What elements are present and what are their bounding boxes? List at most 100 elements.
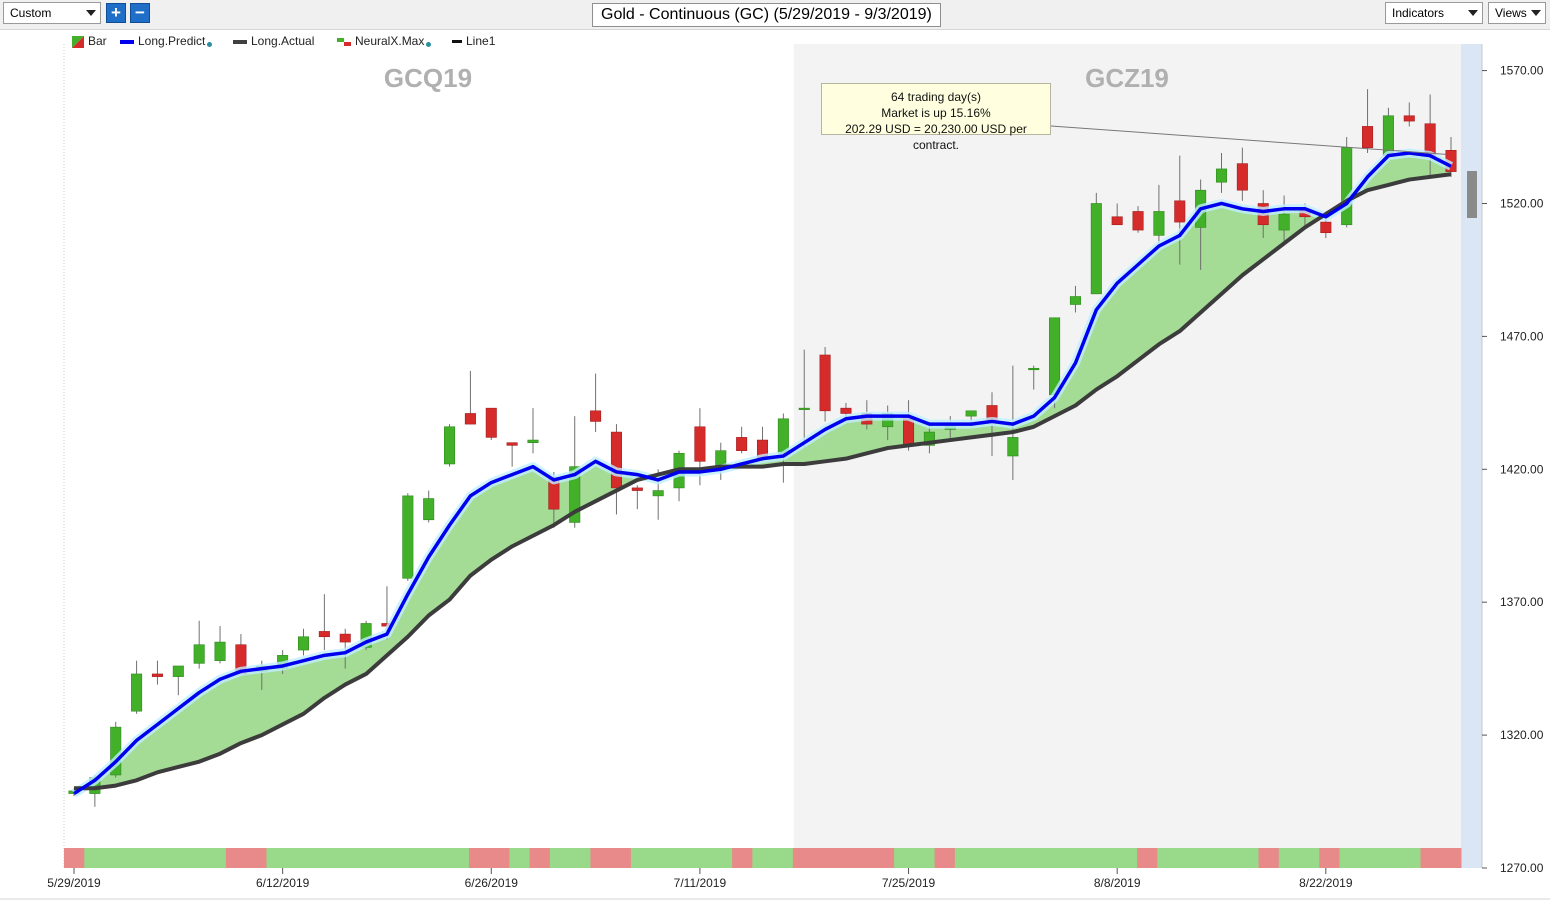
signal-strip-cell (367, 848, 389, 868)
annotation-change: Market is up 15.16% (881, 106, 991, 120)
status-dot-icon (426, 42, 432, 47)
signal-strip-cell (995, 848, 1017, 868)
signal-strip-cell (347, 848, 369, 868)
candle (444, 426, 456, 465)
signal-strip-cell (732, 848, 753, 868)
signal-strip-cell (205, 848, 227, 868)
candle (777, 418, 789, 454)
signal-strip-cell (1076, 848, 1098, 868)
candle (923, 431, 935, 446)
signal-strip-cell (1238, 848, 1260, 868)
candle (1320, 221, 1332, 234)
candle (297, 636, 310, 651)
x-axis: 5/29/2019 6/12/2019 6/26/2019 7/11/2019 7/25… (47, 868, 1353, 890)
signal-strip-cell (408, 848, 429, 868)
legend-item-long-predict[interactable]: Long.Predict (120, 33, 213, 49)
signal-strip-cell (1015, 848, 1037, 868)
signal-strip-cell (1137, 848, 1158, 868)
legend-item-neuralx-max[interactable]: NeuralX.Max (337, 33, 432, 49)
signal-strip-cell (671, 848, 693, 868)
neuralx-icon (337, 37, 351, 46)
signal-strip-cell (468, 848, 490, 868)
signal-strip-cell (914, 848, 936, 868)
status-dot-icon (207, 42, 213, 47)
legend-item-line1[interactable]: Line1 (452, 33, 495, 49)
signal-strip-cell (813, 848, 834, 868)
candle (485, 407, 497, 438)
zoom-out-button[interactable]: − (130, 3, 150, 23)
chevron-down-icon (86, 10, 96, 16)
y-tick-label: 1320.00 (1500, 728, 1544, 742)
candle (214, 641, 226, 661)
signal-strip-cell (489, 848, 510, 868)
annotation-connector (1050, 125, 1447, 155)
signal-strip-cell (1319, 848, 1341, 868)
candle (172, 665, 184, 677)
legend-item-long-actual[interactable]: Long.Actual (233, 33, 314, 49)
signal-strip-cell (246, 848, 267, 868)
signal-strip (64, 848, 1462, 868)
signal-strip-cell (1420, 848, 1442, 868)
signal-strip-cell (1056, 848, 1077, 868)
signal-strip-cell (1177, 848, 1199, 868)
candle (1111, 216, 1123, 226)
signal-strip-cell (954, 848, 976, 868)
signal-strip-cell (185, 848, 207, 868)
signal-strip-cell (1157, 848, 1179, 868)
candle (193, 644, 205, 664)
signal-strip-cell (1380, 848, 1401, 868)
x-tick-label: 5/29/2019 (47, 876, 101, 890)
signal-strip-cell (1218, 848, 1239, 868)
candle (840, 407, 852, 414)
candle (1153, 211, 1165, 236)
signal-strip-cell (225, 848, 247, 868)
y-tick-label: 1370.00 (1500, 595, 1544, 609)
signal-strip-cell (873, 848, 895, 868)
candle (1090, 203, 1102, 295)
signal-strip-cell (144, 848, 166, 868)
candle (1132, 211, 1144, 231)
signal-strip-cell (1035, 848, 1057, 868)
chart-title[interactable]: Gold - Continuous (GC) (5/29/2019 - 9/3/… (592, 3, 941, 27)
views-select[interactable]: Views (1488, 2, 1546, 24)
signal-strip-cell (1299, 848, 1320, 868)
layout-select[interactable]: Custom (3, 2, 101, 24)
signal-strip-cell (1278, 848, 1300, 868)
x-tick-label: 6/26/2019 (465, 876, 519, 890)
signal-strip-cell (549, 848, 571, 868)
candle (631, 487, 643, 491)
scroll-handle[interactable] (1467, 171, 1477, 218)
line-icon (120, 39, 134, 44)
signal-strip-cell (104, 848, 126, 868)
zoom-in-button[interactable]: + (106, 3, 126, 23)
signal-strip-cell (792, 848, 814, 868)
candle (1007, 437, 1019, 457)
signal-strip-cell (1440, 848, 1462, 868)
signal-strip-cell (327, 848, 348, 868)
candle (1278, 213, 1290, 231)
candle (506, 442, 518, 446)
signal-strip-cell (975, 848, 996, 868)
candle (798, 407, 810, 410)
candle (464, 413, 476, 425)
signal-strip-cell (387, 848, 409, 868)
legend-label: Bar (88, 34, 107, 48)
signal-strip-cell (610, 848, 632, 868)
long-predict-line (73, 151, 1452, 796)
signal-strip-cell (84, 848, 105, 868)
signal-strip-cell (772, 848, 794, 868)
signal-strip-cell (833, 848, 855, 868)
candle (819, 354, 831, 412)
candle (1215, 168, 1228, 183)
trend-annotation[interactable]: 64 trading day(s) Market is up 15.16% 20… (821, 83, 1051, 152)
candle (694, 426, 706, 462)
candle (402, 495, 414, 579)
candle (736, 437, 748, 451)
layout-select-value: Custom (10, 6, 52, 20)
y-tick-label: 1270.00 (1500, 861, 1544, 875)
candle (1341, 147, 1353, 226)
bar-icon (72, 35, 84, 48)
indicators-select[interactable]: Indicators (1385, 2, 1483, 24)
legend-item-bar[interactable]: Bar (72, 33, 107, 49)
